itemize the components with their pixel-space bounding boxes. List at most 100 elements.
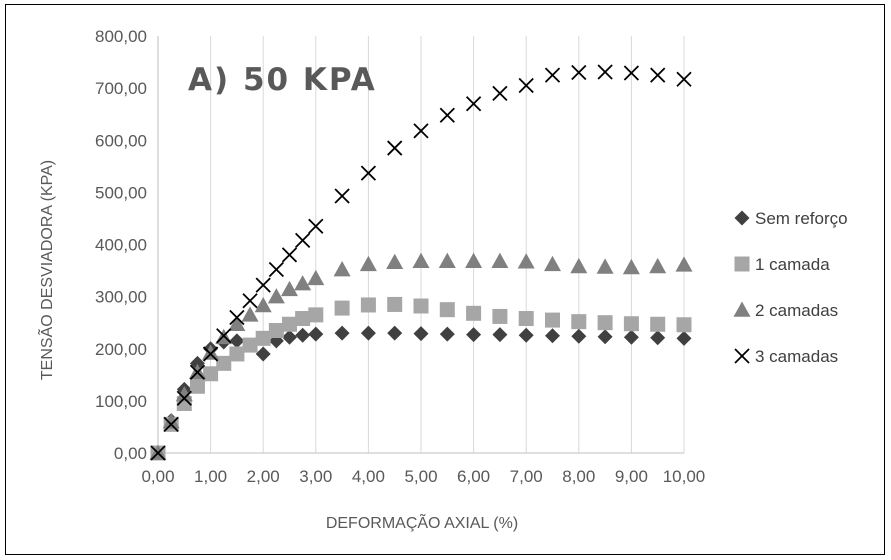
data-point <box>334 325 350 341</box>
data-point <box>229 346 245 362</box>
marker-stroke <box>676 71 692 87</box>
x-tick-label: 7,00 <box>510 467 543 486</box>
legend-entry: 3 camadas <box>734 347 838 366</box>
x-tick-label: 8,00 <box>562 467 595 486</box>
legend-entry: Sem reforço <box>734 209 848 228</box>
marker-stroke <box>360 165 377 181</box>
data-point <box>334 188 350 204</box>
grid-lines <box>210 36 685 453</box>
data-point <box>360 325 376 341</box>
data-point <box>387 325 403 341</box>
data-point <box>676 317 692 333</box>
data-point <box>518 77 534 94</box>
tick-labels: 0,00 1,00 2,00 3,00 4,00 5,00 6,00 7,00 8,00 9,00… <box>95 27 705 486</box>
y-axis-title: TENSÃO DESVIADORA (KPA) <box>36 160 56 380</box>
data-point <box>466 305 482 321</box>
data-point <box>176 390 192 406</box>
data-point <box>439 107 455 123</box>
data-point <box>295 327 311 343</box>
marker-stroke <box>295 232 311 248</box>
data-point <box>254 296 272 313</box>
chart-title: A) 50 KPA <box>188 62 377 98</box>
data-point <box>255 277 271 293</box>
marker-stroke <box>189 364 206 380</box>
marker-stroke <box>439 107 455 123</box>
marker-stroke <box>308 218 324 234</box>
legend-entry: 1 camada <box>734 255 830 274</box>
marker-stroke <box>216 328 232 344</box>
x-tick-label: 9,00 <box>615 467 648 486</box>
data-point <box>517 253 535 269</box>
x-tick-label: 0,00 <box>141 467 174 486</box>
data-point <box>255 330 271 346</box>
marker-stroke <box>734 348 750 364</box>
y-tick-label: 0,00 <box>114 444 147 463</box>
data-point <box>282 329 297 345</box>
data-point <box>412 252 430 268</box>
data-point <box>229 309 245 326</box>
legend-label: 3 camadas <box>755 347 838 366</box>
data-point <box>571 64 587 81</box>
legend-marker <box>734 348 750 364</box>
data-point <box>202 344 220 360</box>
marker-stroke <box>623 65 640 81</box>
y-tick-label: 400,00 <box>95 236 147 255</box>
data-point <box>228 315 246 332</box>
x-tick-label: 4,00 <box>352 467 385 486</box>
data-point <box>387 296 403 312</box>
data-point <box>675 256 693 272</box>
data-point <box>650 330 666 346</box>
data-point <box>308 307 324 323</box>
y-tick-label: 500,00 <box>95 183 147 202</box>
data-point <box>150 445 166 461</box>
data-point <box>545 328 560 344</box>
data-point <box>413 123 429 139</box>
data-point <box>242 293 258 309</box>
data-point <box>623 316 639 332</box>
data-point <box>413 298 429 314</box>
series-3 <box>150 64 692 461</box>
chart-frame <box>5 4 885 555</box>
data-point <box>281 280 298 297</box>
data-point <box>597 329 613 345</box>
data-point <box>334 300 350 316</box>
data-point <box>333 261 351 277</box>
marker-stroke <box>255 277 271 293</box>
data-point <box>676 71 692 87</box>
data-point <box>229 333 245 349</box>
y-tick-label: 700,00 <box>95 79 147 98</box>
data-point <box>544 255 561 272</box>
data-point <box>267 288 285 304</box>
data-point <box>597 64 613 80</box>
y-tick-label: 200,00 <box>95 340 147 359</box>
marker-stroke <box>544 67 561 83</box>
legend-label: 2 camadas <box>755 301 838 320</box>
x-tick-label: 2,00 <box>247 467 280 486</box>
data-point <box>387 140 403 156</box>
data-point <box>570 257 588 274</box>
marker-stroke <box>242 293 258 309</box>
data-point <box>281 247 298 263</box>
data-point <box>189 364 206 380</box>
legend: Sem reforço 1 camada 2 camadas 3 camadas <box>733 209 848 366</box>
marker-stroke <box>281 247 298 263</box>
data-point <box>163 416 179 432</box>
data-point <box>492 85 508 101</box>
x-tick-label: 5,00 <box>404 467 437 486</box>
data-point <box>282 316 297 332</box>
series-2 <box>149 252 693 460</box>
marker-stroke <box>202 346 219 362</box>
data-point <box>189 355 205 371</box>
data-point <box>439 302 455 318</box>
marker-stroke <box>176 390 192 406</box>
data-point <box>492 327 508 343</box>
marker-stroke <box>413 123 429 139</box>
data-point <box>622 258 640 275</box>
data-point <box>175 386 193 402</box>
data-point <box>189 378 205 394</box>
data-point <box>623 329 639 345</box>
data-point <box>465 96 482 112</box>
data-point <box>491 252 509 268</box>
data-point <box>597 315 613 331</box>
